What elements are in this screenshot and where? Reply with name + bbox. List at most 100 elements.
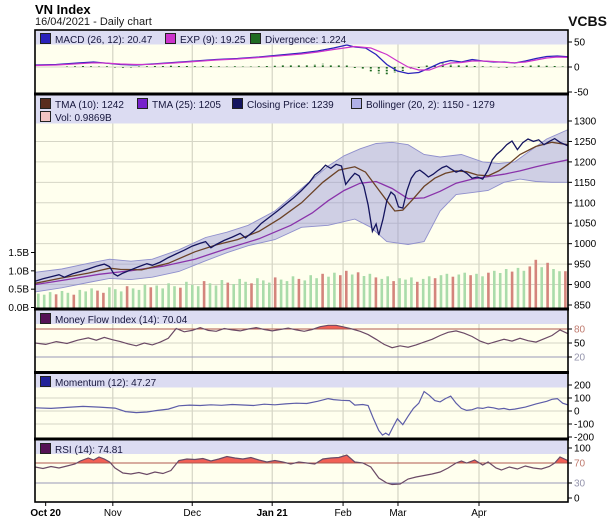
volume-bar: [131, 288, 135, 308]
chart-subtitle: 16/04/2021 - Daily chart: [35, 16, 152, 28]
volume-tick-label-1.0B: 1.0B: [8, 266, 29, 277]
volume-bar: [398, 278, 401, 308]
volume-bar: [262, 280, 265, 308]
legend-swatch-icon: [165, 33, 176, 44]
volume-bar: [333, 272, 336, 308]
volume-bar: [66, 292, 70, 308]
y-tick-label-1050: 1050: [574, 219, 597, 230]
x-tick-label-Apr: Apr: [471, 508, 487, 519]
volume-bar: [475, 273, 478, 308]
bollinger-lower-line: [35, 178, 568, 293]
momentum-legend-strip: [36, 374, 567, 388]
volume-bar: [179, 287, 182, 308]
volume-bar: [504, 269, 508, 308]
volume-bar: [155, 285, 158, 308]
volume-bar: [208, 283, 212, 308]
y-tick-label-1250: 1250: [574, 137, 597, 148]
volume-bar: [481, 276, 484, 308]
bollinger-upper-line: [35, 129, 568, 273]
brand-logo: VCBS: [568, 13, 607, 29]
y-tick-label-950: 950: [574, 260, 591, 271]
legend-swatch-icon: [40, 376, 51, 387]
legend-swatch-icon: [40, 97, 51, 109]
rsi-line: [35, 454, 568, 486]
volume-bar: [421, 278, 425, 308]
x-tick-label-Dec: Dec: [183, 508, 201, 519]
mfi-line: [35, 324, 568, 349]
mfi-legend-strip: [36, 310, 567, 324]
volume-bar: [173, 286, 176, 308]
volume-bar: [250, 283, 253, 308]
volume-bar: [345, 270, 348, 308]
volume-bar: [232, 284, 235, 308]
legend-label: RSI (14): 74.81: [55, 444, 123, 456]
legend-swatch-icon: [40, 442, 51, 454]
volume-bar: [238, 278, 241, 308]
volume-bar: [273, 277, 277, 308]
page-title: VN Index: [35, 2, 91, 17]
y-tick-label-200: 200: [574, 381, 591, 392]
y-tick-label-900: 900: [574, 280, 591, 291]
volume-bar: [356, 272, 360, 308]
volume-bar: [108, 287, 111, 308]
y-tick-label-0: 0: [574, 63, 580, 74]
volume-bar: [552, 269, 555, 308]
volume-bar: [339, 275, 342, 308]
volume-bar: [469, 275, 472, 308]
volume-bar: [84, 291, 87, 308]
legend-price-2: Closing Price: 1239: [232, 97, 334, 112]
chart-frame: [34, 29, 569, 503]
volume-bar: [96, 290, 99, 308]
volume-bar: [285, 281, 289, 308]
volume-bar: [167, 283, 170, 308]
volume-bar: [191, 284, 194, 308]
legend-swatch-icon: [232, 97, 243, 109]
volume-bar: [78, 289, 82, 308]
x-tick-label-Mar: Mar: [389, 508, 407, 519]
y-tick-label-30: 30: [574, 479, 586, 490]
volume-bar: [161, 288, 164, 308]
volume-bar: [362, 276, 366, 308]
legend-swatch-icon: [351, 97, 362, 109]
volume-bar: [404, 279, 407, 308]
closing-price-line: [35, 137, 568, 282]
volume-bar: [516, 267, 520, 308]
exp-signal-line: [35, 45, 568, 71]
volume-bar: [546, 262, 549, 308]
legend-price-0: TMA (10): 1242: [40, 97, 124, 112]
legend-momentum-0: Momentum (12): 47.27: [40, 376, 156, 390]
volume-bar: [315, 278, 318, 308]
volume-bar: [457, 274, 461, 308]
momentum-line: [35, 390, 568, 436]
y-tick-label-1100: 1100: [574, 198, 596, 209]
tma25-line: [35, 159, 568, 286]
volume-bar: [42, 294, 46, 308]
legend-swatch-icon: [40, 312, 51, 324]
y-tick-label-0: 0: [574, 494, 580, 505]
volume-bar: [522, 270, 526, 308]
volume-bar: [214, 285, 218, 308]
volume-bar: [439, 275, 443, 308]
volume-bar: [427, 276, 431, 308]
volume-bar: [498, 273, 502, 308]
volume-bar: [410, 277, 413, 308]
y-tick-label-100: 100: [574, 444, 591, 455]
legend-rsi-0: RSI (14): 74.81: [40, 442, 123, 457]
legend-label: Bollinger (20, 2): 1150 - 1279: [366, 99, 495, 111]
legend-price-3: Bollinger (20, 2): 1150 - 1279: [351, 97, 495, 112]
volume-bar: [125, 286, 129, 308]
volume-bar: [226, 282, 230, 308]
volume-bar: [433, 278, 437, 308]
legend-label: Closing Price: 1239: [247, 99, 334, 111]
legend-price-1: TMA (25): 1205: [137, 97, 221, 112]
volume-bar: [321, 273, 324, 308]
legend-macd-2: Divergence: 1.224: [250, 33, 346, 47]
volume-bar: [256, 278, 259, 308]
volume-bar: [528, 266, 532, 308]
volume-bar: [303, 280, 307, 308]
legend-label: Divergence: 1.224: [265, 35, 347, 46]
volume-bar: [102, 292, 105, 308]
y-tick-label-70: 70: [574, 459, 586, 470]
y-tick-label-0: 0: [574, 407, 580, 418]
